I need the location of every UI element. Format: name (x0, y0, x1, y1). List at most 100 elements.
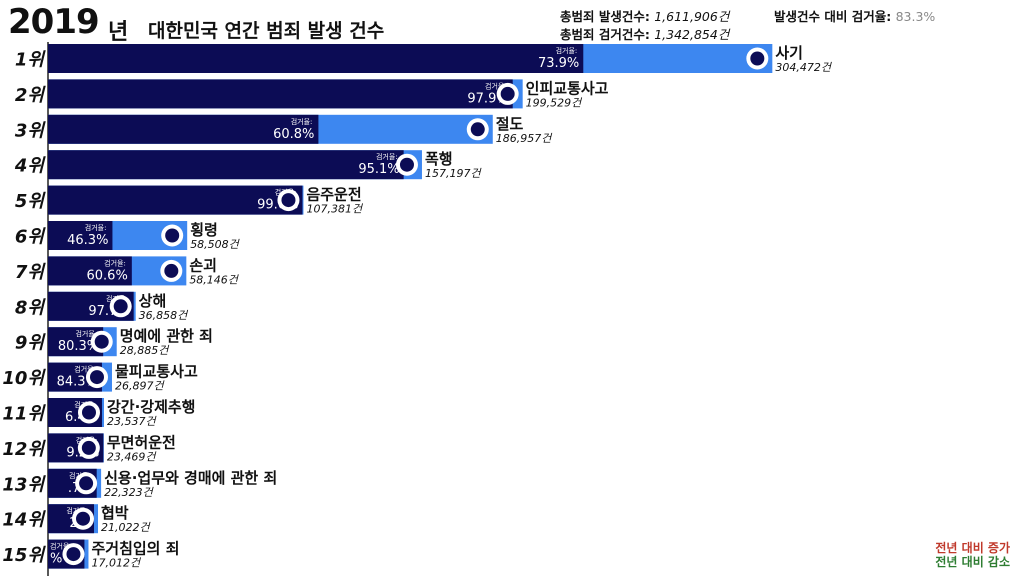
rate-caption: 검거율: (50, 542, 72, 551)
category-name: 인피교통사고 (526, 79, 609, 97)
rank-label: 5위 (15, 191, 47, 212)
thief-icon (466, 118, 489, 141)
rate-value: 95.1% (358, 162, 399, 177)
category-name: 주거침입의 죄 (91, 540, 179, 558)
rank-label: 4위 (14, 156, 47, 177)
rate-value: 73.9% (538, 56, 579, 71)
category-value: 199,529건 (526, 96, 583, 109)
category-value: 23,537건 (107, 415, 157, 428)
rate-value: 46.3% (67, 233, 108, 248)
category-value: 26,897건 (115, 380, 165, 393)
category-value: 107,381건 (306, 203, 363, 216)
category-name: 횡령 (190, 221, 218, 239)
bar-arrested (48, 221, 113, 250)
rate-caption: 검거율: (104, 258, 126, 267)
rank-label: 1위 (15, 50, 47, 71)
threat-icon (72, 507, 95, 530)
total-crimes-value: 1,611,906건 (654, 9, 730, 24)
rate-caption: 검거율: (291, 117, 313, 126)
rank-label: 2위 (15, 85, 47, 106)
category-name: 물피교통사고 (115, 363, 198, 381)
rank-label: 9위 (15, 333, 47, 354)
arrest-rate-value: 83.3% (895, 9, 936, 24)
total-arrests-value: 1,342,854건 (654, 27, 730, 42)
rank-label: 7위 (15, 262, 47, 283)
rank-label: 13위 (2, 474, 46, 495)
bar-arrested (48, 150, 404, 180)
category-value: 304,472건 (775, 61, 832, 74)
car-crash-icon (85, 366, 108, 389)
category-value: 186,957건 (496, 132, 553, 145)
rate-value: 80.3% (58, 339, 99, 354)
house-icon (62, 543, 85, 566)
category-value: 21,022건 (101, 521, 151, 534)
total-arrests-stat: 총범죄 검거건수: 1,342,854건 (560, 24, 729, 43)
category-value: 23,469건 (107, 450, 157, 463)
no-license-icon (77, 436, 100, 459)
legend-decrease: 전년 대비 감소 (935, 555, 1010, 569)
category-value: 17,012건 (91, 557, 141, 570)
rate-caption: 검거율: (556, 46, 578, 55)
category-name: 명예에 관한 죄 (120, 327, 213, 345)
fight-icon (395, 153, 418, 176)
car-pedestrian-icon (496, 82, 519, 105)
bar-row: 9위 검거율:80.3% 명예에 관한 죄28,885건 (15, 327, 213, 357)
category-value: 28,885건 (120, 344, 170, 357)
category-value: 58,508건 (190, 238, 240, 251)
category-value: 36,858건 (139, 309, 189, 322)
rank-label: 8위 (15, 297, 47, 318)
rank-label: 15위 (2, 545, 46, 566)
hammer-icon (160, 259, 183, 282)
bar-arrested (48, 256, 132, 286)
category-name: 절도 (496, 115, 524, 133)
category-value: 157,197건 (425, 167, 482, 180)
rate-caption: 검거율: (485, 81, 507, 90)
bar-row: 15위 검거율:% 주거침입의 죄17,012건 (2, 539, 180, 570)
rate-value: 60.8% (273, 127, 314, 142)
category-name: 사기 (775, 44, 803, 62)
bar-arrested (48, 185, 303, 215)
arrest-rate-stat: 발생건수 대비 검거율: 83.3% (774, 6, 935, 25)
category-name: 무면허운전 (107, 433, 176, 451)
rate-caption: 검거율: (85, 223, 107, 232)
category-name: 손괴 (189, 256, 217, 274)
total-crimes-stat: 총범죄 발생건수: 1,611,906건 (560, 6, 729, 25)
laughing-face-icon (746, 47, 769, 70)
rate-value: 60.6% (87, 268, 128, 283)
rank-label: 10위 (2, 368, 46, 389)
assault-icon (77, 401, 100, 424)
chart-year-unit: 년 (108, 20, 129, 45)
money-bag-icon (161, 224, 184, 247)
chart-title: 대한민국 연간 범죄 발생 건수 (148, 20, 385, 42)
bar-arrested (48, 114, 319, 144)
rank-label: 14위 (2, 510, 46, 531)
rate-value: % (50, 552, 62, 567)
rate-caption: 검거율: (75, 329, 97, 338)
rank-label: 11위 (2, 404, 46, 425)
category-name: 협박 (101, 504, 129, 522)
category-value: 58,146건 (189, 273, 239, 286)
rate-caption: 검거율: (74, 365, 96, 374)
steering-wheel-icon (277, 189, 300, 212)
rank-label: 6위 (15, 227, 47, 248)
category-name: 상해 (139, 292, 167, 310)
bar-arrested (48, 79, 513, 109)
legend-increase: 전년 대비 증가 (935, 541, 1010, 555)
total-arrests-label: 총범죄 검거건수: (560, 27, 650, 42)
injured-person-icon (109, 295, 132, 318)
rate-caption: 검거율: (376, 152, 398, 161)
defamation-icon (90, 330, 113, 353)
category-name: 강간·강제추행 (107, 398, 196, 416)
chart-year: 2019 (8, 2, 100, 42)
